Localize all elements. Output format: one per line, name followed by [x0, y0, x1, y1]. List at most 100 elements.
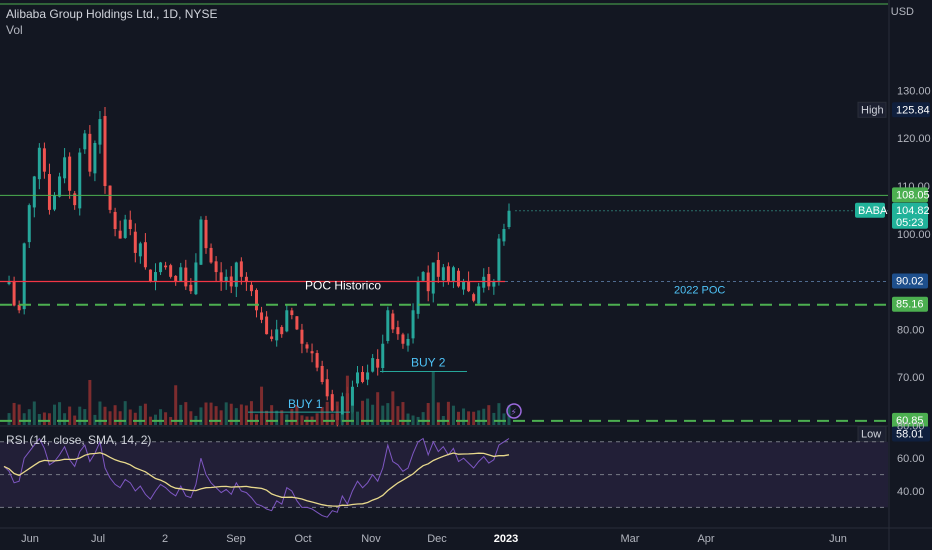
candle-body — [32, 176, 36, 208]
volume-bar — [295, 405, 299, 425]
volume-bar — [401, 402, 405, 425]
volume-bar — [426, 403, 430, 425]
volume-bar — [467, 411, 471, 425]
x-tick-label: Nov — [361, 533, 381, 545]
last-price-text: 104.82 — [896, 205, 930, 217]
candle-body — [391, 313, 395, 330]
volume-bar — [7, 413, 11, 425]
volume-bar — [184, 402, 188, 425]
candle-body — [219, 272, 223, 282]
candle-body — [492, 281, 496, 287]
candle-body — [184, 267, 188, 287]
candle-body — [477, 286, 481, 304]
volume-bar — [396, 406, 400, 425]
level-price-tag — [892, 412, 928, 428]
x-tick-label: Mar — [621, 533, 640, 545]
volume-bar — [457, 411, 460, 425]
volume-bar — [255, 414, 258, 425]
volume-bar — [436, 402, 440, 425]
volume-bar — [113, 405, 117, 425]
candle-body — [88, 133, 92, 172]
candle-body — [446, 266, 450, 282]
volume-bar — [391, 391, 395, 425]
volume-bar — [239, 404, 243, 425]
candle-body — [249, 284, 253, 292]
candle-body — [416, 281, 420, 314]
extreme-value-tag — [892, 426, 930, 442]
candle-body — [148, 269, 152, 282]
volume-bar — [340, 414, 344, 425]
volume-bar — [199, 407, 203, 425]
candle-body — [310, 351, 314, 354]
candle-body — [472, 294, 476, 301]
volume-bar — [189, 411, 193, 425]
symbol-tag — [855, 202, 885, 218]
volume-bar — [58, 402, 62, 425]
volume-bar — [47, 413, 51, 425]
volume-bar — [446, 401, 450, 425]
candle-body — [17, 304, 21, 311]
candle-body — [47, 174, 51, 210]
volume-bar — [108, 411, 112, 425]
candle-body — [406, 338, 410, 346]
volume-bar — [234, 408, 238, 425]
candle-body — [340, 396, 344, 422]
rsi-tick-label: 80.00 — [897, 420, 925, 432]
level-price-text: 60.85 — [896, 415, 924, 427]
candle-body — [27, 205, 31, 243]
candles-group — [7, 106, 511, 427]
candle-body — [502, 229, 506, 242]
candle-body — [209, 247, 213, 263]
volume-bar — [315, 413, 319, 425]
candle-body — [103, 116, 107, 186]
candle-body — [285, 310, 289, 332]
volume-bar — [270, 405, 274, 425]
level-price-tag — [892, 187, 928, 203]
candle-body — [179, 267, 183, 282]
event-badge-icon — [506, 403, 522, 419]
x-tick-label: Jun — [829, 533, 847, 545]
volume-bar — [37, 413, 41, 425]
volume-bar — [386, 403, 390, 425]
candle-body — [421, 272, 425, 281]
candle-body — [436, 259, 440, 277]
y-tick-label: 80.00 — [897, 324, 925, 336]
candle-body — [386, 310, 390, 341]
volume-bar — [366, 398, 370, 425]
volume-bar — [63, 413, 67, 425]
candle-body — [361, 372, 365, 382]
volume-bar — [482, 408, 486, 425]
volume-bar — [32, 401, 36, 425]
level-price-tag — [892, 273, 928, 289]
candle-body — [290, 310, 294, 316]
volume-bar — [118, 411, 122, 425]
buy-2-label: BUY 2 — [411, 355, 446, 369]
candle-body — [431, 262, 435, 294]
candle-body — [138, 243, 142, 257]
candle-body — [451, 267, 455, 281]
rsi-indicator-label[interactable]: RSI (14, close, SMA, 14, 2) — [6, 433, 152, 447]
volume-bar — [502, 413, 506, 425]
level-price-text: 90.02 — [896, 276, 924, 288]
volume-bar — [290, 408, 294, 425]
candle-body — [244, 276, 248, 282]
candle-body — [234, 262, 238, 287]
candle-body — [487, 274, 491, 287]
candle-body — [295, 316, 299, 330]
volume-bar — [330, 413, 334, 425]
candle-body — [63, 157, 67, 179]
candle-body — [371, 358, 375, 372]
volume-bar — [174, 385, 178, 425]
candle-body — [93, 142, 97, 174]
candle-body — [189, 284, 193, 292]
volume-group — [7, 371, 511, 425]
volume-bar — [406, 413, 410, 425]
volume-bar — [472, 411, 476, 425]
symbol-title[interactable]: Alibaba Group Holdings Ltd., 1D, NYSE — [6, 7, 218, 21]
candle-body — [376, 358, 380, 368]
candle-body — [270, 336, 274, 339]
extreme-tag-text: High — [861, 104, 884, 116]
volume-label[interactable]: Vol — [6, 23, 23, 37]
volume-bar — [356, 411, 359, 425]
